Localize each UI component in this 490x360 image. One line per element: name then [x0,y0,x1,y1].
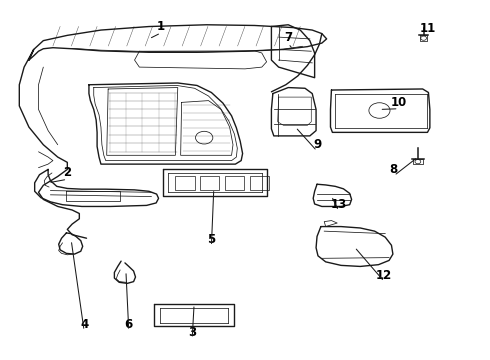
Bar [225,176,244,189]
Text: 9: 9 [313,138,321,151]
Text: 8: 8 [390,163,398,176]
Bar [175,176,195,189]
Text: 10: 10 [391,96,407,109]
Bar [200,176,220,189]
Text: 6: 6 [124,318,133,331]
Text: 11: 11 [419,22,436,35]
Bar [250,176,269,189]
Text: 5: 5 [207,234,216,247]
Text: 2: 2 [63,166,72,179]
Text: 1: 1 [157,20,165,33]
Text: 7: 7 [284,31,292,44]
Text: 13: 13 [331,198,347,211]
Text: 4: 4 [80,318,88,331]
Text: 3: 3 [188,326,196,339]
Text: 12: 12 [376,269,392,282]
